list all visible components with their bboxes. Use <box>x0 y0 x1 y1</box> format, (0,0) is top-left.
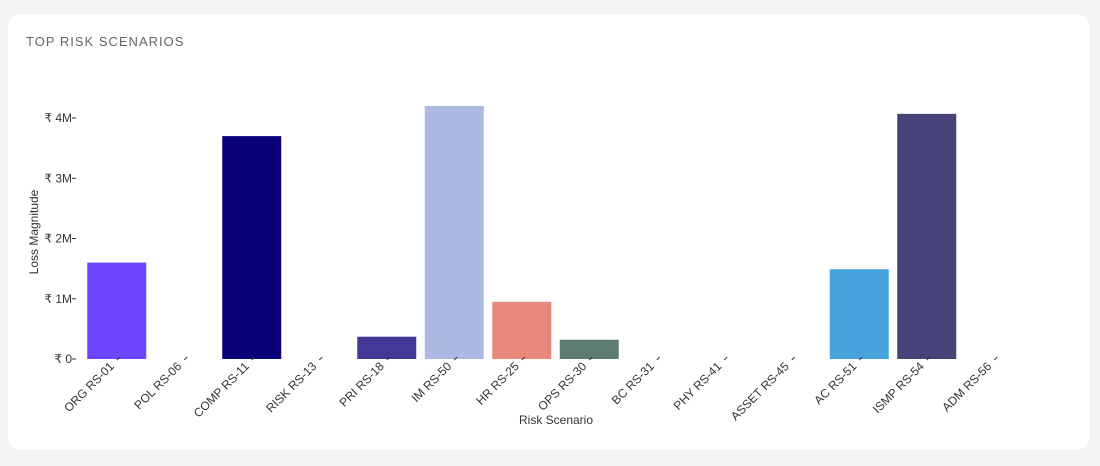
x-tick-label: BC RS-31 <box>609 359 657 407</box>
x-axis-label: Risk Scenario <box>519 413 593 427</box>
x-tick <box>453 356 458 361</box>
y-tick-label: ₹ 1M <box>44 292 72 306</box>
x-tick-label: COMP RS-11 <box>191 359 252 420</box>
x-tick-label: OPS RS-30 <box>535 359 589 413</box>
x-tick <box>521 356 526 361</box>
x-tick-label: AC RS-51 <box>811 359 859 407</box>
y-tick-label: ₹ 4M <box>44 111 72 125</box>
y-tick-label: ₹ 0 <box>54 352 72 366</box>
x-tick <box>926 356 931 361</box>
x-tick <box>858 356 863 361</box>
x-tick-label: ASSET RS-45 <box>728 359 792 423</box>
x-tick <box>116 356 121 361</box>
x-tick-label: ORG RS-01 <box>61 359 117 415</box>
x-tick <box>588 356 593 361</box>
x-tick-label: IM RS-50 <box>409 359 455 405</box>
x-tick-label: POL RS-06 <box>131 359 184 412</box>
bar <box>559 339 619 359</box>
x-tick-label: PRI RS-18 <box>336 359 387 410</box>
chart-title: TOP RISK SCENARIOS <box>26 34 184 49</box>
bar <box>492 301 552 359</box>
x-tick-label: PHY RS-41 <box>671 359 725 413</box>
x-tick <box>251 356 256 361</box>
y-tick-label: ₹ 3M <box>44 171 72 185</box>
bar <box>829 269 889 359</box>
bar <box>357 336 417 359</box>
y-axis-label: Loss Magnitude <box>27 189 41 274</box>
x-tick <box>318 356 323 361</box>
bar <box>222 136 282 359</box>
x-tick <box>723 356 728 361</box>
bar <box>87 262 147 359</box>
bar <box>424 106 484 359</box>
x-tick <box>183 356 188 361</box>
x-tick <box>791 356 796 361</box>
x-tick <box>386 356 391 361</box>
x-tick <box>656 356 661 361</box>
y-tick-label: ₹ 2M <box>44 232 72 246</box>
x-tick-label: HR RS-25 <box>473 359 522 408</box>
x-tick-label: RISK RS-13 <box>263 359 319 415</box>
x-tick <box>993 356 998 361</box>
x-tick-label: ADM RS-56 <box>939 359 994 414</box>
bar <box>897 113 957 359</box>
x-tick-label: ISMP RS-54 <box>870 359 927 416</box>
